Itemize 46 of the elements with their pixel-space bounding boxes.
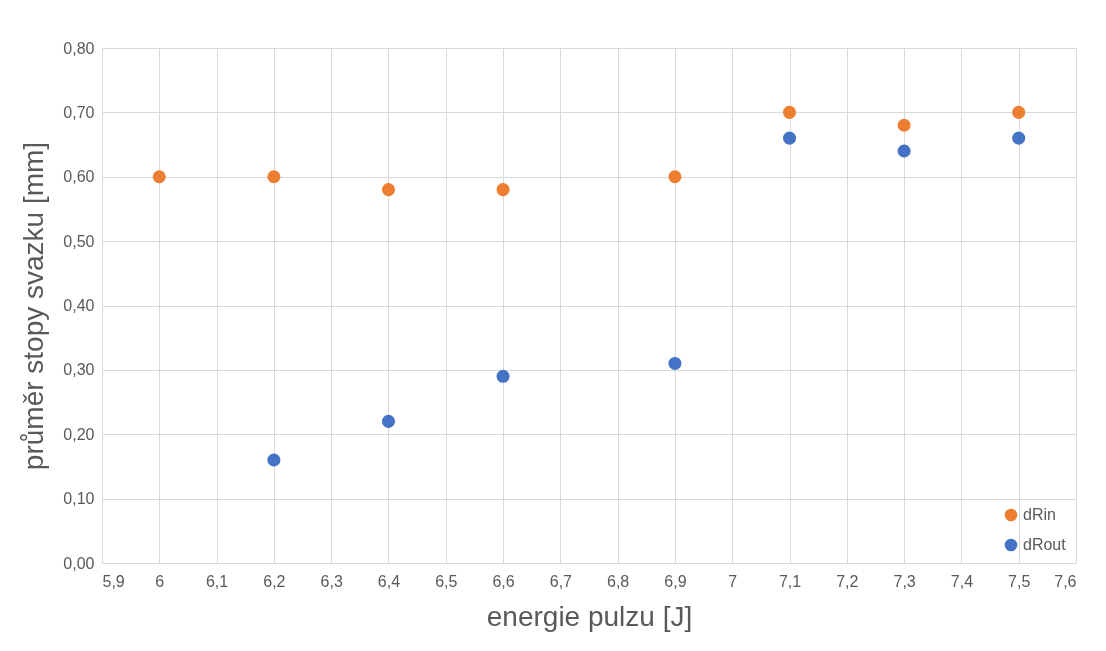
point: [152, 170, 166, 184]
x-tick-label: 6,1: [205, 572, 229, 590]
x-tick-label: 5,9: [102, 572, 125, 590]
x-tick-label: 6,6: [492, 572, 515, 590]
x-tick-label: 7,4: [950, 572, 974, 590]
point: [783, 131, 797, 145]
point: [668, 170, 682, 184]
x-tick-label: 7,6: [1054, 572, 1077, 590]
y-tick-label: 0,20: [63, 425, 95, 443]
y-tick-label: 0,50: [63, 232, 95, 250]
y-axis-title: průměr stopy svazku [mm]: [18, 141, 50, 471]
x-tick-label: 7,1: [778, 572, 802, 590]
point: [1012, 105, 1026, 119]
x-tick-label: 6,5: [435, 572, 458, 590]
y-tick-label: 0,10: [63, 490, 95, 508]
x-tick-label: 6,9: [664, 572, 687, 590]
y-tick-label: 0,00: [63, 554, 95, 572]
y-tick-label: 0,60: [63, 168, 95, 186]
point: [381, 414, 395, 428]
point: [783, 105, 797, 119]
legend-label: dRin: [1023, 506, 1056, 523]
x-tick-label: 7,3: [893, 572, 916, 590]
point: [496, 183, 510, 197]
x-axis-title: energie pulzu [J]: [486, 600, 693, 632]
x-tick-label: 6,2: [263, 572, 286, 590]
x-tick-label: 6,3: [320, 572, 343, 590]
point: [668, 356, 682, 370]
y-tick-label: 0,70: [63, 103, 95, 121]
point: [897, 144, 911, 158]
x-tick-label: 6,7: [549, 572, 573, 590]
y-tick-label: 0,40: [63, 297, 95, 314]
point: [267, 453, 281, 467]
y-tick-label: 0,30: [63, 361, 95, 379]
legend-label: dRout: [1023, 536, 1067, 553]
point: [381, 183, 395, 197]
x-tick-label: 6,8: [607, 572, 630, 590]
y-tick-label: 0,80: [63, 39, 95, 57]
x-tick-label: 6: [155, 572, 165, 590]
x-tick-label: 7,2: [836, 572, 859, 590]
point: [267, 170, 281, 184]
x-tick-label: 7: [728, 572, 738, 590]
point: [496, 369, 510, 383]
point: [897, 118, 911, 132]
point: [1012, 131, 1026, 145]
x-tick-label: 7,5: [1008, 572, 1031, 590]
x-tick-label: 6,4: [377, 572, 401, 590]
